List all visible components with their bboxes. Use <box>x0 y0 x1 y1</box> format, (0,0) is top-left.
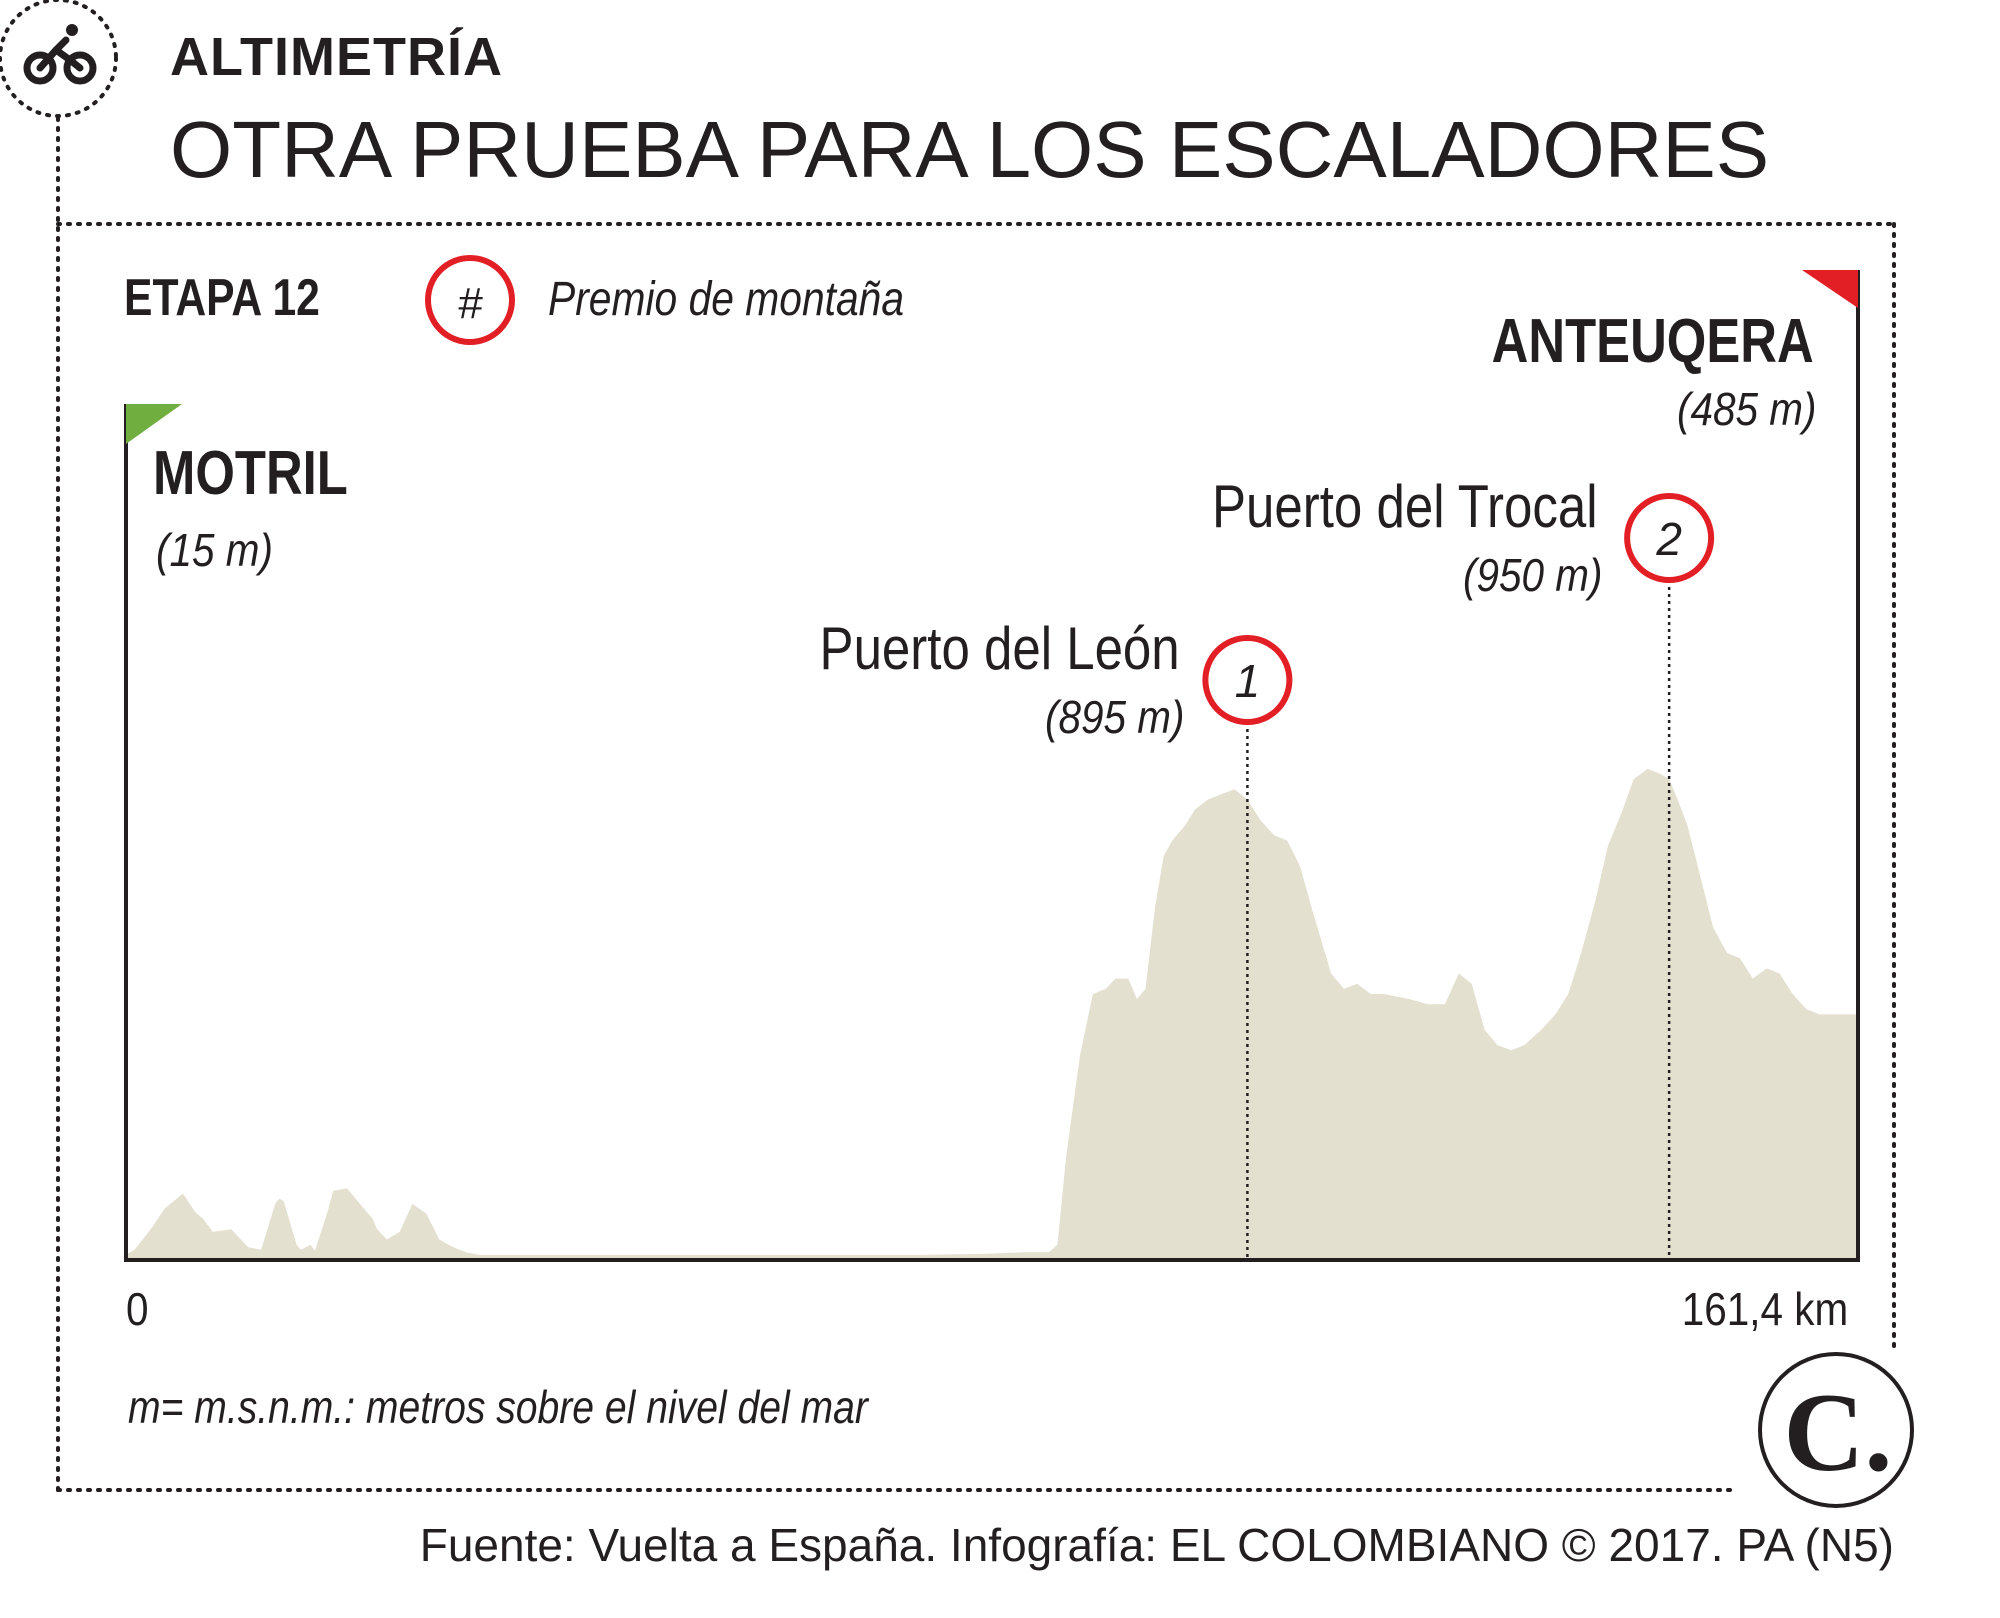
icon-dotted-ring <box>0 0 118 118</box>
distance-end-label: 161,4 km <box>1681 1283 1848 1335</box>
headline-title: OTRA PRUEBA PARA LOS ESCALADORES <box>170 105 1770 194</box>
pass-2-altitude: (950 m) <box>1462 549 1602 601</box>
legend-marker-circle <box>425 255 515 345</box>
finish-flag <box>1802 270 1858 308</box>
legend-marker-symbol: # <box>458 279 483 328</box>
pass-1-altitude: (895 m) <box>1044 691 1184 743</box>
kicker-title: ALTIMETRÍA <box>170 27 503 87</box>
el-colombiano-logo: C. <box>1784 1371 1893 1495</box>
source-credit: Fuente: Vuelta a España. Infografía: EL … <box>419 1519 1894 1571</box>
start-city-name: MOTRIL <box>153 439 348 508</box>
start-altitude: (15 m) <box>156 524 273 576</box>
pass-1-name: Puerto del León <box>819 615 1180 682</box>
cyclist-icon <box>23 24 97 85</box>
mountain-pass-markers: 12 <box>1202 493 1715 1260</box>
pass-2-name: Puerto del Trocal <box>1212 473 1598 540</box>
stage-label: ETAPA 12 <box>124 269 320 327</box>
elevation-profile-area <box>126 768 1858 1260</box>
finish-city-name: ANTEUQERA <box>1491 307 1814 376</box>
pass-1-marker <box>1202 635 1293 725</box>
legend-text: Premio de montaña <box>548 273 905 326</box>
pass-2-number: 2 <box>1655 513 1682 565</box>
distance-start-label: 0 <box>126 1283 149 1335</box>
start-flag <box>126 404 182 444</box>
altitude-footnote: m= m.s.n.m.: metros sobre el nivel del m… <box>128 1381 868 1433</box>
finish-altitude: (485 m) <box>1676 383 1816 435</box>
pass-2-marker <box>1624 493 1715 583</box>
logo-circle <box>1758 1352 1914 1508</box>
pass-1-number: 1 <box>1235 655 1261 707</box>
